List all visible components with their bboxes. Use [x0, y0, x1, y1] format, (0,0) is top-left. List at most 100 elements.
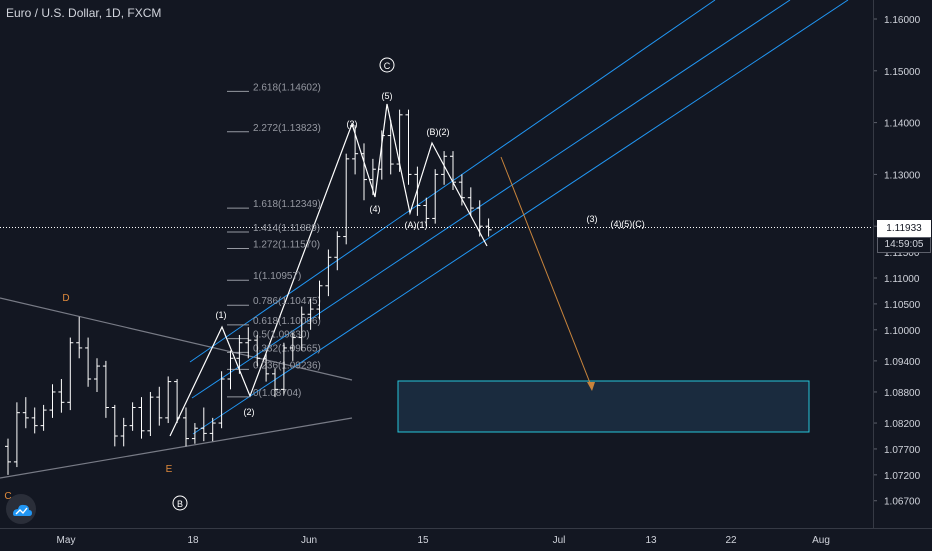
fib-level: 1(1.10957): [227, 271, 301, 282]
fib-level: 1.618(1.12349): [227, 199, 321, 210]
time-axis[interactable]: [0, 528, 932, 551]
cloud-icon: [13, 504, 32, 516]
fib-level: 1.272(1.11570): [227, 239, 320, 250]
wave-circle-b-label: B: [177, 499, 183, 509]
wave-label-2: (2): [244, 407, 255, 417]
wave-label-b2: (B)(2): [427, 127, 450, 137]
price-tick-label: 1.10500: [884, 300, 921, 311]
time-tick-label: 22: [725, 535, 737, 546]
fib-level: 0(1.08704): [227, 388, 301, 399]
price-tick-label: 1.10000: [884, 326, 921, 337]
ohlc-bar: [49, 384, 56, 418]
ohlc-bar: [191, 423, 198, 444]
fib-level: 0.382(1.09565): [227, 343, 321, 354]
fib-level: 2.272(1.13823): [227, 123, 321, 134]
ohlc-bar: [458, 174, 465, 206]
wave-circle-c-label: C: [384, 61, 391, 71]
ohlc-bar: [396, 109, 403, 172]
ohlc-bar: [298, 306, 305, 351]
ohlc-bar: [94, 358, 100, 392]
ohlc-bar: [307, 298, 314, 330]
ohlc-bar: [369, 158, 376, 196]
fib-level-label: 0.786(1.10475): [253, 296, 321, 307]
price-tick-label: 1.08200: [884, 419, 921, 430]
ohlc-bar: [467, 187, 474, 216]
ohlc-bar: [67, 337, 74, 411]
fib-level-label: 0.5(1.09830): [253, 330, 310, 341]
fib-level-label: 0.236(1.09236): [253, 360, 321, 371]
wave-circle-b: [172, 495, 188, 511]
ohlc-bar: [476, 200, 483, 237]
ohlc-bar: [316, 280, 323, 320]
wave-label-3: (3): [347, 119, 358, 129]
price-tick-label: 1.11000: [884, 274, 920, 285]
projection-label-5c: (5)(C): [621, 219, 645, 229]
ohlc-bar: [5, 438, 11, 475]
price-tick-label-obscured: 1.11500: [884, 248, 920, 259]
ohlc-bar: [325, 249, 332, 297]
price-tick-label: 1.09400: [884, 357, 921, 368]
ohlc-bar: [22, 397, 29, 429]
ohlc-bar: [120, 417, 127, 447]
price-tick-label: 1.16000: [884, 15, 921, 26]
elliott-wave-path: [169, 103, 488, 437]
fib-level-label: 0.618(1.10096): [253, 316, 321, 327]
wave-label-1: (1): [216, 310, 227, 320]
price-tick-label: 1.06700: [884, 497, 921, 508]
ohlc-bar: [85, 337, 92, 387]
fib-level-label: 0(1.08704): [253, 388, 301, 399]
ohlc-bar: [441, 151, 448, 185]
chart-title: Euro / U.S. Dollar, 1D, FXCM: [6, 6, 162, 20]
ohlc-bar: [289, 332, 296, 361]
fib-level-label: 1.414(1.11889): [253, 223, 320, 234]
price-axis[interactable]: [873, 0, 932, 528]
ohlc-bar: [138, 397, 145, 439]
ohlc-bar: [272, 368, 278, 398]
fib-level-label: 1.272(1.11570): [253, 239, 320, 250]
ohlc-bar: [40, 404, 47, 431]
wave-label-a1: (A)(1): [405, 220, 428, 230]
wave-circle-c: [379, 57, 395, 73]
ohlc-bar: [361, 143, 367, 201]
triangle-label-d: D: [62, 293, 69, 304]
fib-level-label: 2.272(1.13823): [253, 123, 321, 134]
fib-level: 2.618(1.14602): [227, 82, 321, 93]
ohlc-bar: [334, 231, 341, 271]
ohlc-bar: [387, 120, 394, 175]
ohlc-bar: [58, 379, 65, 413]
bar-countdown-value: 14:59:05: [884, 239, 924, 250]
ohlc-bar: [423, 197, 430, 227]
ohlc-bar: [236, 334, 243, 374]
triangle-upper-trendline: [0, 297, 353, 381]
ohlc-bar: [343, 153, 350, 245]
price-tick-label: 1.15000: [884, 67, 921, 78]
ohlc-bar: [245, 327, 252, 359]
ohlc-bar: [129, 402, 136, 431]
channel-line-middle: [191, 0, 791, 399]
time-tick-label: Aug: [812, 535, 830, 546]
ohlc-bar: [414, 166, 421, 216]
tradingview-logo-icon[interactable]: [6, 494, 36, 524]
projection-label-3: (3): [587, 214, 598, 224]
wave-label-4: (4): [370, 204, 381, 214]
ohlc-bar: [165, 376, 172, 424]
ohlc-bar: [200, 407, 207, 442]
fib-level: 0.786(1.10475): [227, 296, 321, 307]
projection-arrow-line: [500, 156, 593, 389]
ohlc-bar: [209, 417, 216, 442]
triangle-lower-trendline: [0, 417, 353, 479]
bar-countdown-badge: 14:59:05: [877, 237, 931, 253]
fib-level-label: 1.618(1.12349): [253, 199, 321, 210]
price-tick-label: 1.13000: [884, 170, 921, 181]
triangle-label-c: C: [4, 491, 11, 502]
ohlc-bar: [111, 404, 118, 447]
current-price-badge: 1.11933: [877, 220, 931, 237]
ohlc-bar: [156, 386, 163, 426]
ohlc-bar: [183, 407, 189, 447]
fib-level-label: 0.382(1.09565): [253, 343, 321, 354]
ohlc-bar: [485, 218, 492, 237]
ohlc-bar: [254, 334, 261, 367]
wave-label-5: (5): [382, 91, 393, 101]
ohlc-bar: [102, 360, 109, 418]
